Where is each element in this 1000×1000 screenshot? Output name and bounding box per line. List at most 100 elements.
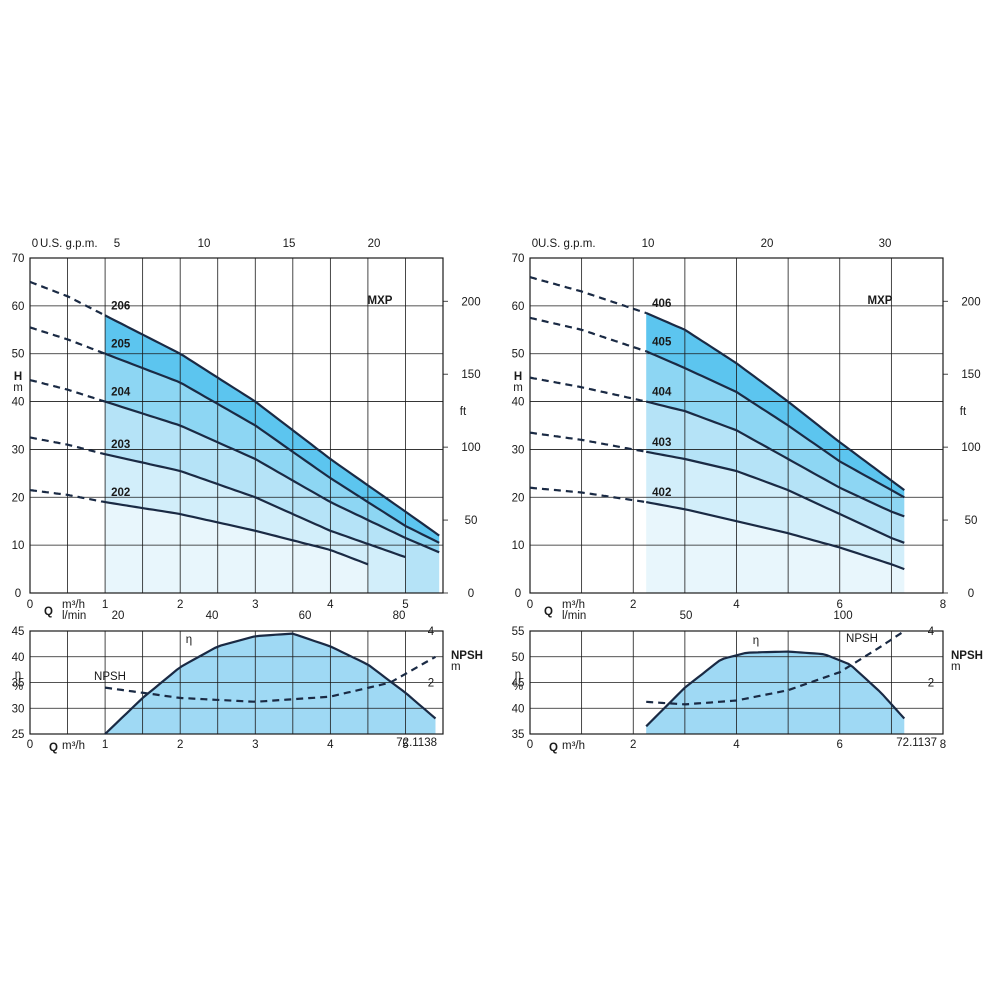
y-tick-label: 45: [12, 626, 25, 638]
curve-label-204: 204: [111, 387, 131, 399]
percent-label: %: [13, 681, 23, 693]
plot-frame: [29, 630, 444, 735]
eta-axis-label: η: [15, 669, 21, 681]
ft-tick-label: 200: [961, 296, 980, 308]
curve-206-dashed: [29, 280, 106, 317]
y-tick-label: 60: [512, 301, 525, 313]
y-tick-label: 20: [512, 492, 525, 504]
curve-402-dashed: [529, 486, 647, 504]
curve-406-dashed: [529, 276, 647, 315]
q-label: Q: [44, 606, 53, 618]
curve-label-402: 402: [652, 487, 671, 499]
x-tick-label: 8: [940, 599, 946, 611]
y-tick-label: 40: [12, 397, 25, 409]
x-tick-label: 0: [527, 599, 533, 611]
y-tick-label: 30: [512, 444, 525, 456]
curve-205-dashed: [29, 326, 106, 355]
ft-tick-label: 0: [468, 588, 474, 600]
ft-label: ft: [960, 406, 967, 418]
x-tick-label: 5: [402, 599, 408, 611]
q-label: Q: [549, 742, 558, 754]
x-tick-label: 4: [733, 739, 740, 751]
x-tick-label: 4: [733, 599, 740, 611]
figure-code: 72.1138: [396, 737, 437, 749]
eta-curve-label: η: [186, 634, 192, 646]
npsh-curve-label: NPSH: [846, 633, 878, 645]
y-tick-label: 35: [12, 678, 25, 690]
x-tick-label: 4: [327, 739, 334, 751]
y-tick-label: 70: [12, 253, 25, 265]
curve-403-dashed: [529, 431, 647, 453]
x-tick-label: 2: [177, 739, 183, 751]
x-tick-label: 4: [327, 599, 334, 611]
y-tick-label: 25: [12, 729, 25, 741]
x-tick-label: 8: [940, 739, 946, 751]
y-tick-label: 70: [512, 253, 525, 265]
figure-code: 72.1137: [896, 737, 937, 749]
x-tick-label: 6: [837, 739, 843, 751]
npsh-tick-label: 4: [428, 626, 435, 638]
x-unit-label: m³/h: [562, 599, 585, 611]
ft-tick-label: 100: [961, 442, 980, 454]
curve-202: [104, 501, 369, 566]
curve-402: [645, 501, 905, 571]
h-unit-label: m: [513, 382, 523, 394]
y-tick-label: 50: [512, 652, 525, 664]
x-tick-label: 5: [402, 739, 408, 751]
ft-tick-label: 150: [961, 369, 980, 381]
gpm-tick-label: 10: [198, 238, 211, 250]
lmin-tick-label: 60: [299, 610, 312, 622]
x-unit-label: m³/h: [62, 599, 85, 611]
gpm-tick-label: 0: [532, 238, 538, 250]
efficiency-curve: [645, 650, 906, 728]
gpm-axis-label: U.S. g.p.m.: [40, 238, 98, 250]
y-tick-label: 0: [515, 588, 521, 600]
plot-frame: [529, 257, 944, 594]
y-tick-label: 0: [15, 588, 21, 600]
curve-404-dashed: [529, 376, 647, 403]
curve-label-202: 202: [111, 487, 130, 499]
npsh-unit-label: m: [951, 661, 961, 673]
curve-406: [645, 311, 905, 491]
y-tick-label: 60: [12, 301, 25, 313]
npsh-curve-label: NPSH: [94, 671, 126, 683]
curve-label-403: 403: [652, 437, 671, 449]
operating-band-202: [105, 502, 368, 593]
curve-404: [645, 400, 905, 518]
y-tick-label: 50: [12, 349, 25, 361]
h-label: H: [514, 371, 522, 383]
curve-405: [645, 350, 905, 499]
npsh-curve: [104, 655, 437, 703]
x-tick-label: 1: [102, 599, 108, 611]
npsh-tick-label: 2: [428, 678, 434, 690]
h-unit-label: m: [13, 382, 23, 394]
operating-band-206: [105, 315, 440, 543]
curve-403: [645, 450, 905, 544]
curve-203: [104, 453, 406, 559]
x-tick-label: 2: [630, 739, 636, 751]
curve-label-406: 406: [652, 298, 671, 310]
ft-label: ft: [460, 406, 467, 418]
curve-203-dashed: [29, 436, 106, 456]
chart-title: MXP: [868, 295, 893, 307]
gpm-tick-label: 10: [642, 238, 655, 250]
curve-202-dashed: [29, 489, 106, 504]
head-chart-left-head: 0501001502002062052042032020102030405060…: [12, 238, 481, 622]
gpm-tick-label: 0: [32, 238, 38, 250]
y-tick-label: 10: [512, 540, 525, 552]
ft-tick-label: 100: [461, 442, 480, 454]
ft-tick-label: 200: [461, 296, 480, 308]
x-tick-label: 3: [252, 599, 258, 611]
curve-label-205: 205: [111, 339, 131, 351]
curve-205: [104, 352, 440, 544]
npsh-axis-label: NPSH: [451, 650, 483, 662]
x-tick-label: 0: [27, 599, 33, 611]
lmin-unit-label: l/min: [62, 610, 86, 622]
lmin-tick-label: 100: [833, 610, 852, 622]
y-tick-label: 10: [12, 540, 25, 552]
x-tick-label: 2: [177, 599, 183, 611]
x-tick-label: 0: [27, 739, 33, 751]
q-label: Q: [49, 742, 58, 754]
h-label: H: [14, 371, 22, 383]
y-tick-label: 40: [512, 397, 525, 409]
